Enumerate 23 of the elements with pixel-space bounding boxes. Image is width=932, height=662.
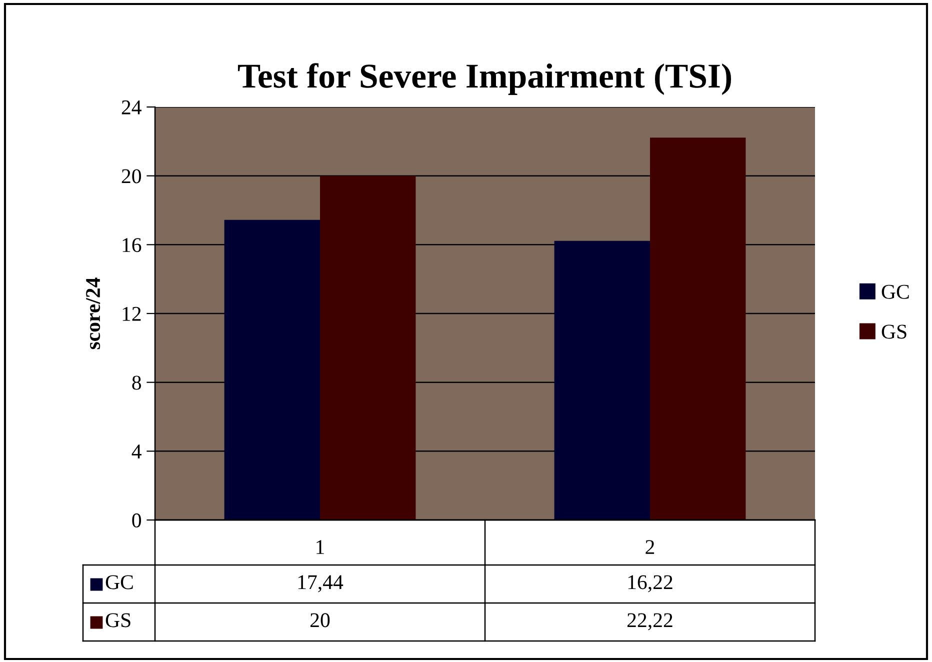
y-tick-label: 0 bbox=[132, 513, 142, 528]
legend-label: GS bbox=[882, 324, 906, 339]
data-label: 16,22 bbox=[628, 575, 672, 592]
x-tick-label: 2 bbox=[646, 540, 654, 554]
text: GS bbox=[106, 613, 130, 628]
data-label: 22,22 bbox=[627, 613, 672, 630]
y-tick-label: 16 bbox=[122, 238, 142, 252]
bar bbox=[554, 240, 650, 520]
y-tick-label: 24 bbox=[122, 100, 142, 114]
data-label: 20 bbox=[310, 613, 330, 628]
y-tick-label: 20 bbox=[122, 169, 142, 184]
y-axis-title: score/24 bbox=[86, 278, 100, 350]
y-tick-label: 4 bbox=[132, 444, 142, 458]
text: GC bbox=[882, 284, 909, 299]
x-tick-label: 1 bbox=[316, 540, 324, 554]
bar bbox=[650, 138, 746, 520]
chart-title: Test for Severe Impairment (TSI) bbox=[238, 63, 732, 95]
legend-label: GC bbox=[106, 575, 133, 590]
y-tick-label: 8 bbox=[132, 376, 142, 390]
data-label: 17,44 bbox=[298, 575, 344, 592]
y-tick-label: 12 bbox=[122, 306, 141, 321]
bar bbox=[320, 176, 416, 520]
bar bbox=[224, 220, 320, 520]
